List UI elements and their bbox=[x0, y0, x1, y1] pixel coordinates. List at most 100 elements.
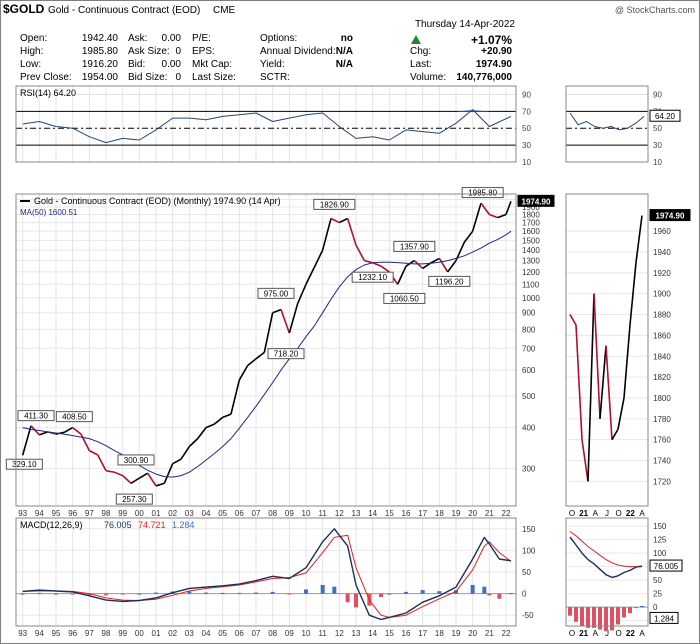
inset-hist-bar bbox=[634, 607, 638, 609]
price-tick-label: 300 bbox=[522, 464, 536, 473]
stat-label: Bid: bbox=[128, 59, 145, 70]
macd-hist-bar-pos bbox=[237, 592, 242, 594]
macd-hist-bar-neg bbox=[354, 593, 358, 608]
price-segment-up bbox=[321, 218, 332, 251]
x-tick-label: 20 bbox=[468, 629, 477, 638]
x-tick-label: 05 bbox=[218, 509, 227, 518]
x-tick-label: 20 bbox=[468, 509, 477, 518]
stat-label: Volume: bbox=[410, 72, 446, 83]
stat-value: 0 bbox=[175, 46, 181, 57]
price-tick-label: 1600 bbox=[522, 227, 540, 236]
stat-value: 0.00 bbox=[162, 59, 182, 70]
stat-label: Low: bbox=[20, 59, 41, 70]
x-tick-label: 01 bbox=[152, 509, 161, 518]
x-tick-label: 17 bbox=[418, 629, 427, 638]
price-annotation: 300.90 bbox=[124, 456, 149, 465]
x-tick-label: 97 bbox=[85, 509, 94, 518]
stat-value: +20.90 bbox=[481, 46, 512, 57]
stat-label: Last Size: bbox=[192, 72, 236, 83]
price-tick-label: 1900 bbox=[522, 203, 540, 212]
inset-macd-tick: 150 bbox=[653, 522, 667, 531]
price-segment-down bbox=[380, 265, 390, 273]
macd-hist-bar-pos bbox=[332, 586, 337, 594]
inset-hist-bar bbox=[640, 605, 644, 608]
x-tick-label: 18 bbox=[435, 509, 444, 518]
inset-segment-down bbox=[569, 314, 577, 326]
stat-label: Yield: bbox=[260, 59, 285, 70]
price-segment-up bbox=[138, 472, 149, 479]
stat-value: 0 bbox=[175, 72, 181, 83]
price-segment-down bbox=[122, 475, 132, 484]
inset-segment-down bbox=[593, 293, 601, 419]
inset-tick-label: 1940 bbox=[653, 248, 671, 257]
rsi-panel-main bbox=[15, 85, 517, 163]
inset-hist-last-box bbox=[649, 611, 679, 624]
price-segment-up bbox=[338, 217, 349, 224]
stat-value: 1916.20 bbox=[82, 59, 119, 70]
inset-x-tick: J bbox=[605, 629, 609, 638]
stat-label: High: bbox=[20, 46, 43, 57]
inset-hist-bar bbox=[604, 607, 608, 632]
x-tick-label: 09 bbox=[285, 629, 294, 638]
inset-tick-label: 1760 bbox=[653, 436, 671, 445]
x-tick-label: 96 bbox=[68, 629, 77, 638]
inset-macd-tick: 125 bbox=[653, 536, 667, 545]
rsi-line bbox=[22, 109, 512, 144]
x-tick-label: 14 bbox=[368, 509, 377, 518]
rsi-tick-label: 10 bbox=[653, 158, 662, 167]
stat-label: Bid Size: bbox=[128, 72, 167, 83]
inset-segment-down bbox=[605, 345, 613, 440]
macd-hist-bar-neg bbox=[120, 593, 125, 595]
macd-hist-bar-neg bbox=[104, 593, 108, 596]
inset-hist-bar bbox=[580, 607, 584, 627]
x-tick-label: 11 bbox=[319, 509, 328, 518]
price-segment-down bbox=[105, 469, 115, 473]
stat-value: 0.00 bbox=[162, 33, 182, 44]
inset-hist-bar bbox=[598, 607, 602, 630]
price-annotation-box bbox=[5, 458, 43, 470]
x-tick-label: 94 bbox=[35, 509, 44, 518]
inset-x-tick: O bbox=[569, 629, 575, 638]
x-tick-label: 94 bbox=[35, 629, 44, 638]
x-tick-label: 01 bbox=[152, 629, 161, 638]
stat-label: Annual Dividend: bbox=[260, 46, 336, 57]
price-annotation-box bbox=[383, 292, 426, 304]
x-tick-label: 08 bbox=[268, 509, 277, 518]
inset-segment-up bbox=[623, 324, 631, 399]
macd-line bbox=[22, 528, 512, 621]
price-segment-down bbox=[364, 259, 373, 264]
price-segment-up bbox=[463, 230, 474, 243]
price-segment-up bbox=[213, 416, 224, 425]
inset-tick-label: 1720 bbox=[653, 477, 671, 486]
stat-value: 1954.00 bbox=[82, 72, 119, 83]
price-tick-label: 1100 bbox=[522, 280, 540, 289]
stat-label: EPS: bbox=[192, 46, 215, 57]
x-tick-label: 03 bbox=[185, 629, 194, 638]
price-segment-up bbox=[497, 213, 507, 219]
price-segment-up bbox=[230, 379, 241, 415]
price-annotation-box bbox=[313, 198, 356, 210]
rsi-inset-line bbox=[569, 112, 645, 131]
price-segment-up bbox=[180, 446, 191, 460]
rsi-overbought-fill bbox=[472, 109, 490, 112]
price-segment-up bbox=[238, 365, 249, 381]
inset-tick-label: 1880 bbox=[653, 311, 671, 320]
inset-hist-bar bbox=[622, 607, 626, 618]
inset-hist-bar bbox=[628, 607, 632, 614]
price-segment-down bbox=[438, 258, 449, 273]
rsi-tick-label: 50 bbox=[522, 124, 531, 133]
price-tick-label: 1200 bbox=[522, 268, 540, 277]
inset-x-tick: A bbox=[639, 629, 645, 638]
macd-hist-bar-pos bbox=[404, 591, 408, 594]
stat-label: Prev Close: bbox=[20, 72, 72, 83]
price-annotation-box bbox=[428, 275, 471, 287]
inset-hist-bar bbox=[568, 607, 572, 616]
inset-x-tick: O bbox=[616, 509, 622, 518]
x-tick-label: 99 bbox=[118, 629, 127, 638]
inset-segment-up bbox=[611, 428, 619, 441]
inset-x-tick: J bbox=[605, 509, 609, 518]
inset-x-tick: 22 bbox=[626, 509, 635, 518]
inset-hist-bar bbox=[586, 607, 590, 628]
x-tick-label: 15 bbox=[385, 509, 394, 518]
